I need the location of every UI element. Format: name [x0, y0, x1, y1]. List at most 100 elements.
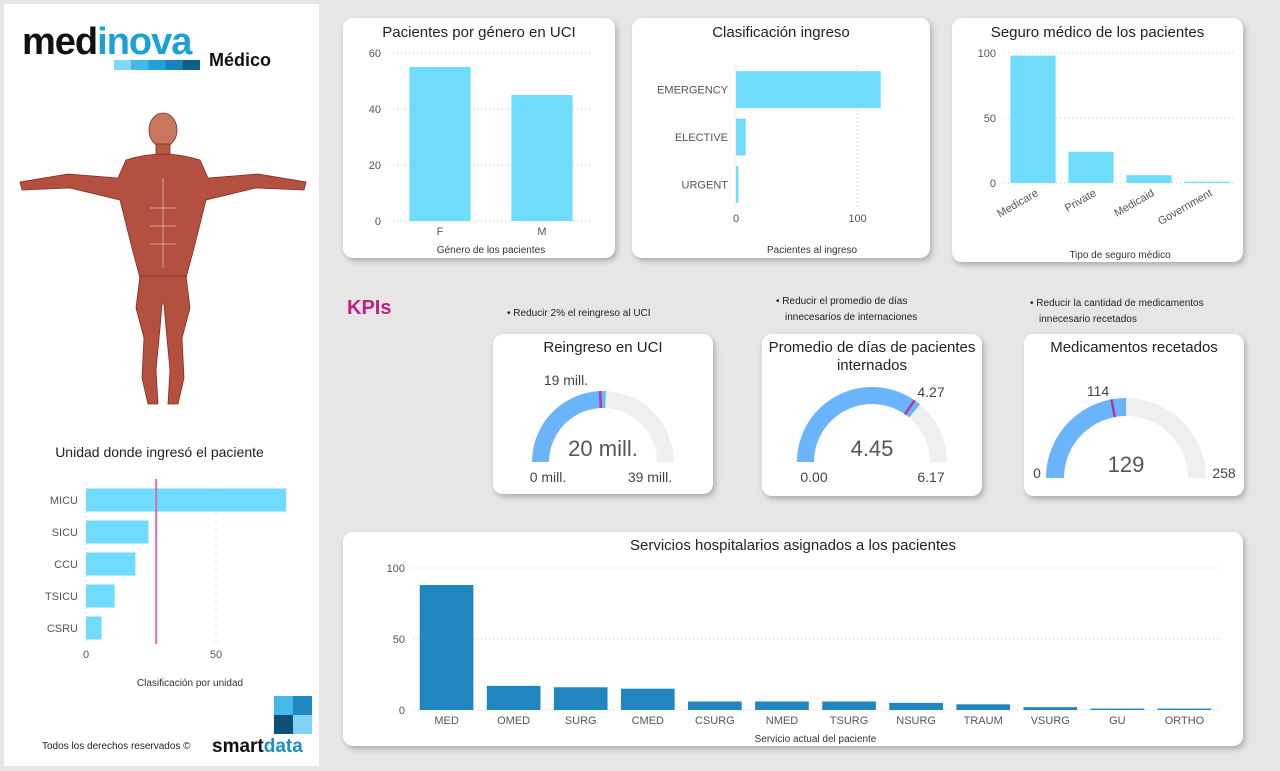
gauge-max-label: 258	[1212, 465, 1236, 481]
gauge-target-marker	[598, 391, 603, 409]
promedio-gauge-card: Promedio de días de pacientes internados…	[762, 334, 982, 496]
bar-medicare	[1010, 55, 1056, 183]
bar-sicu	[86, 520, 149, 544]
gauge-value-label: 20 mill.	[568, 436, 638, 461]
bar-vsurg	[1023, 707, 1078, 710]
kpi-bullet-promedio-line2: innecesarios de internaciones	[785, 312, 918, 323]
gauge-target-marker	[1110, 399, 1116, 418]
x-tick-label: VSURG	[1031, 715, 1070, 727]
unidad-chart-title: Unidad donde ingresó el paciente	[55, 444, 264, 460]
reingreso-gauge-title: Reingreso en UCI	[543, 339, 663, 356]
x-tick-label: 0	[83, 649, 89, 661]
bar-tsurg	[822, 701, 876, 710]
y-tick-label: 50	[393, 634, 405, 646]
x-tick-label: TSURG	[830, 715, 869, 727]
x-tick-label: CSURG	[695, 715, 735, 727]
y-tick-label: EMERGENCY	[657, 85, 729, 97]
y-tick-label: TSICU	[45, 591, 78, 603]
kpi-bullet-medicamentos: • Reducir la cantidad de medicamentos in…	[1030, 296, 1204, 328]
servicios-chart: 0 50 100 MED OMED SURG CMED CSURG NMED TSURG NSURG…	[387, 563, 1218, 745]
y-tick-label: CSRU	[47, 623, 78, 635]
bar-med	[419, 585, 474, 710]
ingreso-chart: 0 100 EMERGENCY ELECTIVE URGENT Pacientes al …	[657, 66, 881, 256]
bar-ortho	[1157, 708, 1212, 710]
gauge-value-label: 4.45	[851, 436, 894, 461]
x-tick-label: GU	[1109, 715, 1126, 727]
y-tick-label: 0	[399, 705, 405, 717]
bar-elective	[736, 118, 746, 156]
reingreso-gauge: 20 mill.0 mill. 39 mill. 19 mill.	[530, 372, 674, 485]
x-tick-label: Private	[1063, 187, 1099, 215]
smartdata-text-2: data	[263, 736, 303, 757]
kpi-bullet-medicamentos-line1: • Reducir la cantidad de medicamentos	[1030, 298, 1204, 309]
gauge-min-label: 0	[1033, 465, 1041, 481]
gauge-max-label: 6.17	[917, 469, 944, 485]
x-tick-label: 50	[210, 649, 222, 661]
gauge-min-label: 0 mill.	[530, 469, 567, 485]
bar-csurg	[688, 701, 742, 710]
kpi-bullet-reingreso: • Reducir 2% el reingreso al UCI	[507, 308, 651, 319]
y-tick-label: 60	[369, 48, 381, 60]
bar-omed	[486, 685, 541, 710]
bar-traum	[956, 704, 1011, 710]
smartdata-mosaic	[274, 696, 312, 734]
bar-urgent	[736, 165, 739, 203]
x-tick-label: NSURG	[896, 715, 936, 727]
gauge-target-label: 4.27	[917, 384, 944, 400]
x-tick-label: ORTHO	[1165, 715, 1205, 727]
gauge-max-label: 39 mill.	[628, 469, 672, 485]
y-tick-label: 20	[369, 160, 381, 172]
unidad-chart: 0 50 MICU SICU CCU TSICU CSRU Clasificación por…	[45, 479, 287, 689]
promedio-gauge: 4.45 0.00 6.17 4.27	[797, 384, 947, 485]
anatomy-figure-image	[19, 112, 307, 405]
genero-card: Pacientes por género en UCI 0 20 40 60 F M Gén…	[343, 18, 615, 258]
bar-gu	[1090, 708, 1145, 710]
bar-micu	[86, 488, 287, 512]
bar-private	[1068, 151, 1114, 183]
bar-m	[511, 95, 573, 221]
gauge-fill	[532, 391, 606, 462]
copyright-text: Todos los derechos reservados ©	[42, 741, 191, 752]
promedio-gauge-title-line2: internados	[836, 357, 908, 374]
y-tick-label: 100	[387, 563, 405, 575]
bar-csru	[86, 616, 102, 640]
y-tick-label: 50	[984, 113, 996, 125]
medicamentos-gauge-card: Medicamentos recetados 129 0 258 114	[1024, 334, 1244, 496]
promedio-gauge-title: Promedio de días de pacientes internados	[762, 339, 982, 375]
y-tick-label: 0	[990, 178, 996, 190]
seguro-card: Seguro médico de los pacientes 0 50 100 Med…	[952, 18, 1243, 262]
gauge-target-label: 19 mill.	[544, 372, 588, 388]
y-tick-label: 40	[369, 104, 381, 116]
x-tick-label: M	[537, 226, 546, 238]
bar-f	[409, 67, 471, 221]
medinova-logo: medinova	[22, 22, 212, 72]
x-axis-title: Pacientes al ingreso	[767, 245, 857, 256]
x-tick-label: MED	[434, 715, 459, 727]
gauge-fill	[797, 387, 921, 462]
logo-stripes	[114, 60, 200, 70]
x-tick-label: SURG	[565, 715, 597, 727]
gauge-value-label: 129	[1108, 452, 1145, 477]
smartdata-text-1: smart	[212, 736, 264, 757]
reingreso-gauge-card: Reingreso en UCI 20 mill. 0 mill. 39 mill.…	[493, 334, 713, 494]
y-tick-label: 100	[978, 48, 996, 60]
x-tick-label: Government	[1156, 187, 1214, 228]
x-axis-title: Clasificación por unidad	[137, 678, 243, 689]
ingreso-chart-title: Clasificación ingreso	[712, 24, 850, 41]
x-tick-label: OMED	[497, 715, 530, 727]
x-tick-label: 100	[848, 213, 866, 225]
y-tick-label: SICU	[52, 527, 78, 539]
x-axis-title: Género de los pacientes	[437, 245, 545, 256]
y-tick-label: MICU	[50, 495, 78, 507]
kpi-bullet-medicamentos-line2: innecesario recetados	[1039, 314, 1137, 325]
x-axis-title: Servicio actual del paciente	[755, 734, 877, 745]
gauge-target-label: 114	[1087, 383, 1110, 399]
y-tick-label: URGENT	[682, 179, 729, 191]
bar-nsurg	[889, 702, 943, 710]
gauge-target-marker	[903, 399, 916, 415]
medicamentos-gauge: 129 0 258 114	[1033, 383, 1236, 481]
bar-ccu	[86, 552, 136, 576]
x-tick-label: Medicaid	[1112, 187, 1156, 219]
kpis-heading: KPIs	[347, 297, 392, 319]
kpi-bullet-promedio: • Reducir el promedio de días innecesari…	[776, 294, 917, 326]
